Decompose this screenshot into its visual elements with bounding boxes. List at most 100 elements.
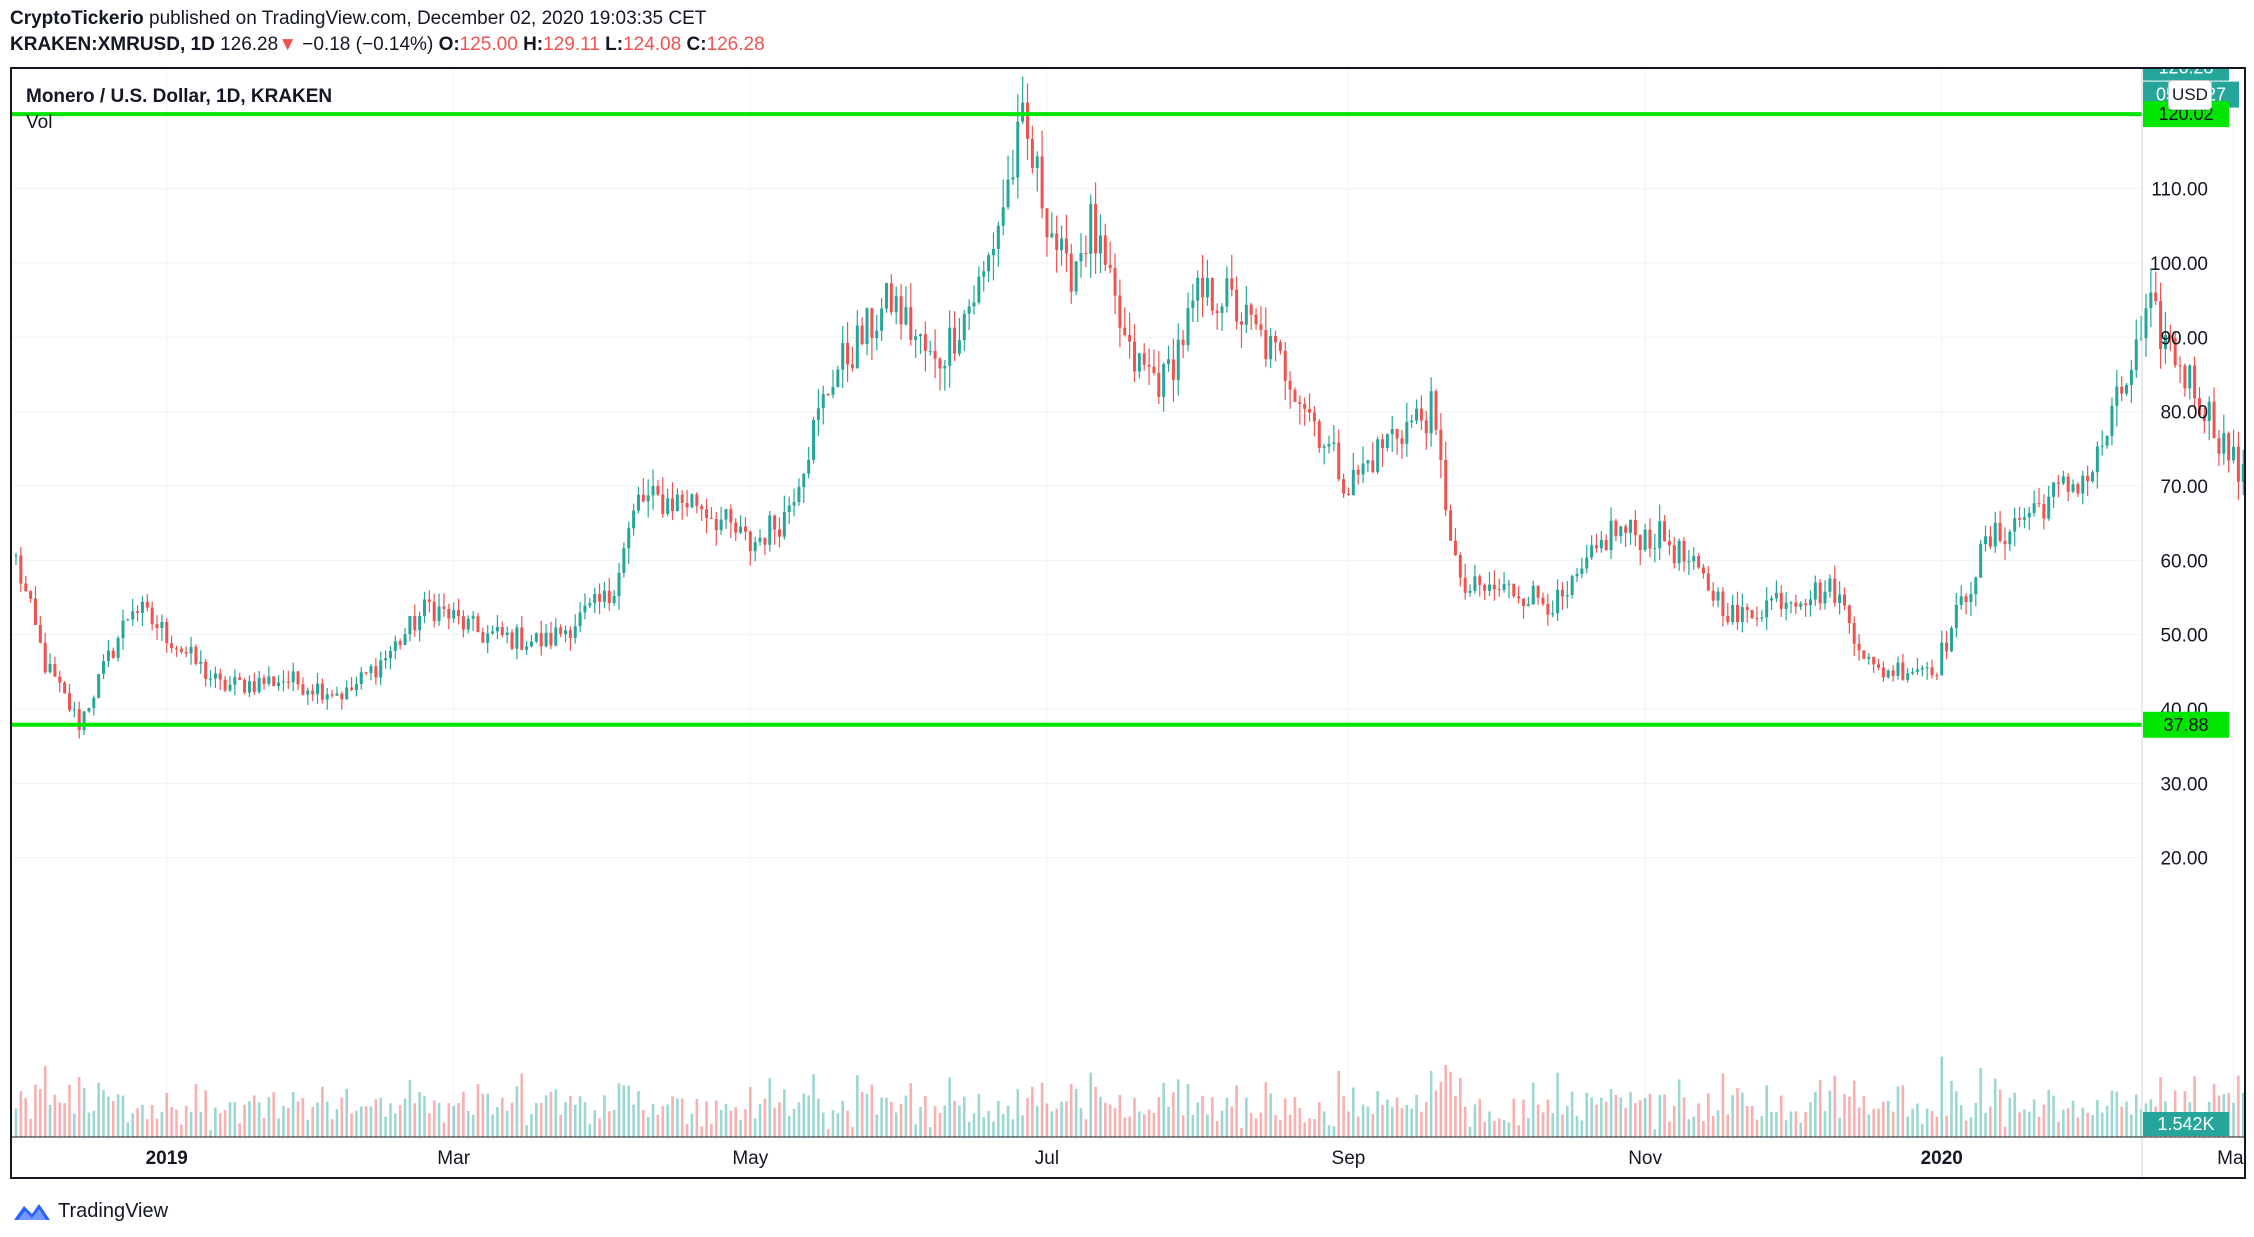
candle-body: [1774, 592, 1778, 599]
tradingview-brand-text: TradingView: [58, 1199, 169, 1222]
candle-body: [38, 624, 42, 643]
chart-frame[interactable]: 150.00140.00130.00120.00110.00100.0090.0…: [10, 67, 2246, 1179]
volume-bar: [1298, 1107, 1302, 1137]
candle-body: [29, 591, 33, 599]
volume-bar: [2066, 1108, 2070, 1137]
candle-body: [1969, 594, 1973, 603]
candle-body: [2091, 472, 2095, 482]
volume-bar: [1843, 1093, 1846, 1137]
volume-bar: [1668, 1121, 1671, 1137]
candle-body: [510, 632, 514, 649]
candle-body: [709, 517, 713, 519]
candle-body: [782, 511, 786, 537]
y-tick-label: 60.00: [2160, 551, 2208, 572]
candle-body: [1405, 422, 1409, 444]
volume-bar: [189, 1111, 193, 1137]
volume-bar: [593, 1110, 596, 1137]
volume-bar: [904, 1095, 908, 1137]
candle-body: [758, 537, 762, 542]
candle-body: [1604, 539, 1608, 551]
candle-body: [1799, 603, 1803, 607]
volume-bar: [53, 1094, 57, 1137]
volume-bar: [466, 1111, 470, 1137]
volume-bar: [817, 1098, 820, 1137]
candle-body: [1453, 540, 1457, 556]
x-tick-label: Mar: [2217, 1148, 2244, 1169]
volume-bar: [598, 1118, 601, 1137]
candle-body: [1205, 277, 1209, 298]
currency-button[interactable]: USD: [2168, 80, 2212, 110]
volume-bar: [1604, 1101, 1608, 1137]
volume-bar: [403, 1098, 407, 1137]
volume-bar: [418, 1092, 421, 1137]
candle-body: [1235, 289, 1239, 322]
candle-body: [544, 632, 548, 647]
y-tick-label: 30.00: [2160, 774, 2208, 795]
volume-bar: [194, 1084, 198, 1137]
volume-bar: [1760, 1116, 1764, 1137]
footer-brand[interactable]: TradingView: [12, 1196, 168, 1226]
volume-bar: [685, 1123, 689, 1137]
volume-bar: [588, 1124, 592, 1137]
high-label: H:: [523, 34, 544, 55]
volume-bar: [607, 1111, 611, 1137]
candle-body: [140, 601, 144, 613]
candle-body: [2232, 446, 2236, 461]
candle-body: [87, 707, 91, 712]
volume-bar: [749, 1086, 752, 1137]
volume-bar: [690, 1113, 694, 1137]
publisher-name[interactable]: CryptoTickerio: [10, 8, 144, 29]
candle-body: [705, 509, 709, 518]
candle-body: [72, 709, 76, 711]
candle-body: [2086, 475, 2090, 482]
price-chart[interactable]: 150.00140.00130.00120.00110.00100.0090.0…: [12, 69, 2244, 1177]
volume-bar: [1191, 1114, 1195, 1137]
candle-body: [111, 650, 115, 658]
candle-body: [364, 672, 368, 674]
volume-bar: [209, 1130, 212, 1137]
candle-body: [1327, 443, 1331, 447]
candle-body: [914, 336, 918, 340]
candle-body: [836, 369, 840, 387]
volume-bar: [530, 1114, 533, 1137]
volume-bar: [165, 1092, 169, 1137]
candle-body: [1385, 434, 1389, 448]
candle-body: [1424, 420, 1428, 434]
volume-bar: [1468, 1126, 1472, 1137]
volume-bar: [1040, 1082, 1044, 1137]
volume-legend: Vol: [26, 112, 53, 133]
last-price-badge-text: 126.28: [2158, 69, 2213, 78]
published-text: published on TradingView.com, December 0…: [149, 8, 707, 29]
volume-bar: [1152, 1113, 1156, 1137]
x-tick-label: Nov: [1628, 1148, 1662, 1169]
candle-body: [1400, 438, 1404, 444]
candle-body: [953, 327, 957, 354]
candle-body: [578, 612, 582, 627]
candle-body: [466, 618, 470, 630]
volume-bar: [700, 1126, 703, 1137]
candle-body: [1901, 662, 1905, 680]
volume-bar: [1366, 1106, 1370, 1137]
volume-bar: [875, 1114, 879, 1137]
candle-body: [1852, 623, 1856, 644]
volume-bar: [180, 1124, 183, 1137]
volume-bar: [335, 1109, 339, 1137]
volume-bar: [1984, 1112, 1987, 1137]
candle-body: [1667, 541, 1671, 546]
volume-bar: [1935, 1116, 1939, 1137]
volume-bar: [1215, 1120, 1219, 1137]
candle-body: [1877, 664, 1881, 668]
candle-body: [1269, 335, 1273, 360]
candle-body: [247, 681, 251, 693]
volume-bar: [1818, 1079, 1822, 1137]
volume-bar: [257, 1102, 261, 1137]
volume-bar: [1327, 1125, 1331, 1137]
volume-bar: [321, 1086, 324, 1137]
candle-body: [1585, 557, 1589, 569]
candle-body: [515, 627, 519, 649]
volume-bar: [306, 1119, 310, 1137]
candle-body: [1094, 204, 1098, 254]
level-badge-text: 37.88: [2163, 715, 2208, 735]
candle-body: [33, 598, 37, 625]
volume-bar: [1784, 1120, 1788, 1137]
